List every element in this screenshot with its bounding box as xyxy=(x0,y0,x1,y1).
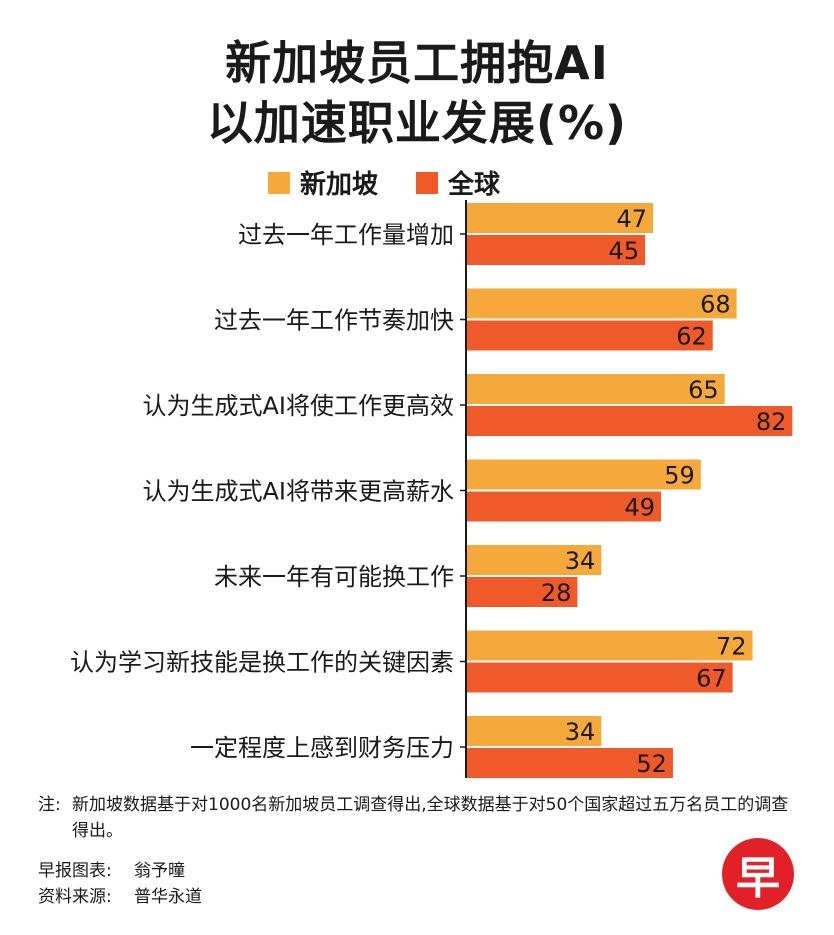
category-label: 过去一年工作节奏加快 xyxy=(214,307,454,335)
category-label: 过去一年工作量增加 xyxy=(238,221,454,249)
bar-global xyxy=(466,235,646,265)
credit-graphics: 早报图表: 翁予曈 xyxy=(38,856,185,881)
bar-global xyxy=(466,577,578,607)
footnote-text: 新加坡数据基于对1000名新加坡员工调查得出,全球数据基于对50个国家超过五万名… xyxy=(72,795,789,841)
bar-singapore xyxy=(466,203,654,233)
category-label: 认为学习新技能是换工作的关键因素 xyxy=(70,649,454,677)
legend-swatch-global xyxy=(416,171,439,194)
data-label: 67 xyxy=(696,665,727,693)
bar-singapore xyxy=(466,630,753,661)
data-label: 65 xyxy=(688,376,719,404)
data-label: 45 xyxy=(609,237,640,265)
data-label: 68 xyxy=(700,291,731,319)
data-label: 59 xyxy=(664,462,695,490)
data-label: 28 xyxy=(541,579,572,607)
category-label: 认为生成式AI将使工作更高效 xyxy=(143,392,455,420)
bar-global xyxy=(466,662,733,693)
credit-source-key: 资料来源: xyxy=(38,887,112,907)
bar-singapore xyxy=(466,545,602,575)
data-label: 49 xyxy=(624,494,655,522)
bar-global xyxy=(466,491,662,522)
category-label: 一定程度上感到财务压力 xyxy=(190,734,454,762)
bar-singapore xyxy=(466,459,701,490)
category-label: 未来一年有可能换工作 xyxy=(214,563,454,591)
data-label: 82 xyxy=(756,408,787,436)
bar-singapore xyxy=(466,374,725,404)
bar-global xyxy=(466,748,673,778)
bar-singapore xyxy=(466,716,602,746)
chart-title-line1: 新加坡员工拥抱AI xyxy=(225,36,609,90)
legend-item-singapore: 新加坡 xyxy=(268,164,378,201)
data-label: 62 xyxy=(676,323,707,351)
data-label: 34 xyxy=(565,718,596,746)
data-label: 52 xyxy=(636,750,667,778)
legend-item-global: 全球 xyxy=(416,164,500,201)
credit-graphics-value: 翁予曈 xyxy=(134,861,185,881)
legend: 新加坡 全球 xyxy=(268,164,500,201)
legend-swatch-singapore xyxy=(268,171,290,194)
legend-label-global: 全球 xyxy=(448,170,501,200)
data-label: 72 xyxy=(716,633,747,661)
footnote-label: 注: xyxy=(38,795,61,815)
credit-source-value: 普华永道 xyxy=(134,887,202,907)
data-label: 47 xyxy=(617,205,648,233)
bar-global xyxy=(466,320,713,351)
zaobao-logo: 早 xyxy=(722,838,794,910)
data-label: 34 xyxy=(565,547,596,575)
credit-source: 资料来源: 普华永道 xyxy=(38,882,202,907)
bar-global xyxy=(466,406,793,436)
legend-label-singapore: 新加坡 xyxy=(300,170,379,200)
category-label: 认为生成式AI将带来更高薪水 xyxy=(143,478,455,506)
credit-graphics-key: 早报图表: xyxy=(38,861,112,881)
chart-title-line2: 以加速职业发展(%) xyxy=(206,96,628,150)
bar-singapore xyxy=(466,288,737,319)
